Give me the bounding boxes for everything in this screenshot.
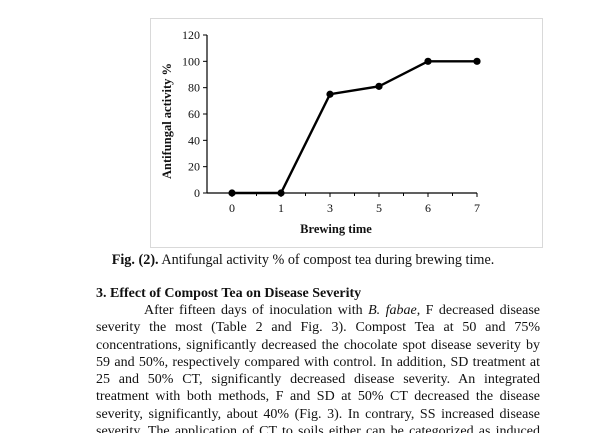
- data-point: [473, 57, 481, 65]
- y-tick-label: 40: [188, 133, 200, 147]
- data-point: [277, 189, 285, 197]
- data-point: [424, 57, 432, 65]
- paragraph-lead: After fifteen days of inoculation with: [144, 303, 369, 318]
- series-line: [232, 60, 477, 195]
- figure-label: Fig. (2).: [111, 252, 159, 268]
- y-tick-label: 80: [188, 81, 200, 95]
- x-tick-label: 5: [376, 201, 382, 215]
- x-tick-label: 1: [278, 201, 284, 215]
- x-tick-label: 7: [474, 201, 480, 215]
- x-axis-label: Brewing time: [300, 222, 372, 236]
- y-tick-label: 100: [182, 54, 200, 68]
- data-point: [375, 82, 383, 90]
- figure-2-chart: 0 20 40 60 80 100 120 0 1 3 5 6 7 Brewing time Antif…: [150, 18, 543, 248]
- data-point: [326, 90, 334, 98]
- paragraph-rest: , F decreased disease severity the most …: [96, 303, 540, 440]
- y-tick-label: 120: [182, 28, 200, 42]
- x-tick-label: 3: [327, 201, 333, 215]
- figure-caption: Fig. (2). Antifungal activity % of compo…: [0, 252, 606, 269]
- y-axis-label: Antifungal activity %: [160, 63, 174, 179]
- pathogen-name: B. fabae: [368, 303, 417, 318]
- y-tick-label: 20: [188, 160, 200, 174]
- line-chart: 0 20 40 60 80 100 120 0 1 3 5 6 7 Brewing time Antif…: [160, 28, 481, 236]
- x-tick-label: 6: [425, 201, 431, 215]
- body-paragraph: After fifteen days of inoculation with B…: [96, 302, 540, 441]
- section-heading: 3. Effect of Compost Tea on Disease Seve…: [96, 286, 362, 301]
- figure-caption-text: Antifungal activity % of compost tea dur…: [158, 252, 495, 268]
- y-tick-label: 60: [188, 107, 200, 121]
- y-tick-label: 0: [194, 186, 200, 200]
- x-tick-label: 0: [229, 201, 235, 215]
- data-point: [228, 189, 236, 197]
